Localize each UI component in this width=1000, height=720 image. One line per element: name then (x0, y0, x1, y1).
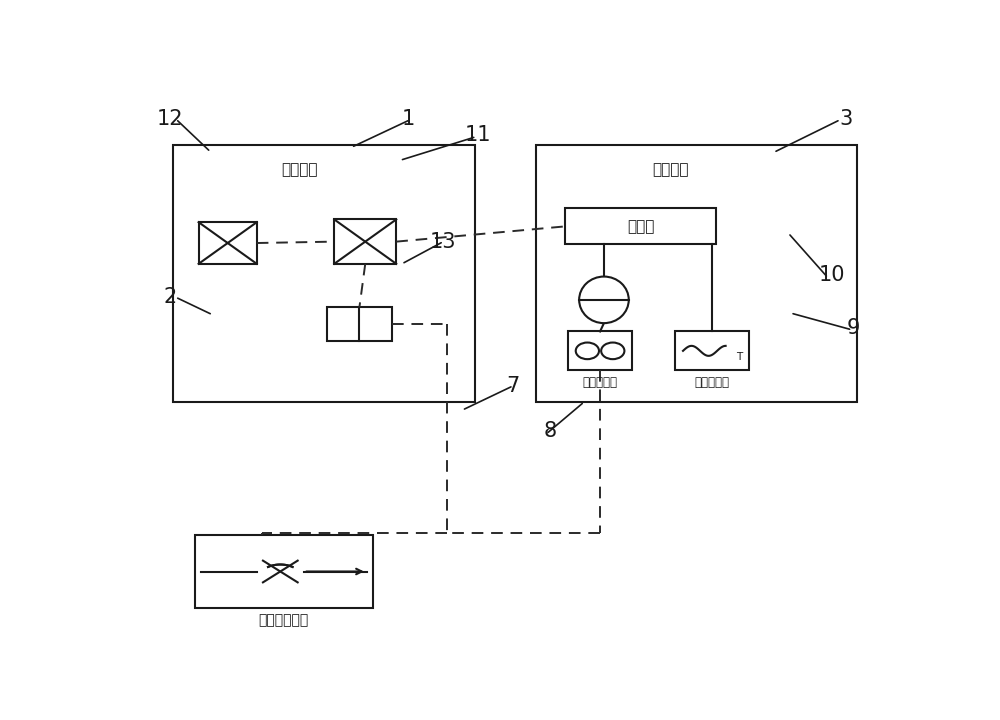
Ellipse shape (579, 276, 629, 323)
Text: 流量传感器: 流量传感器 (583, 376, 618, 389)
Circle shape (601, 343, 624, 359)
Circle shape (576, 343, 599, 359)
Text: 10: 10 (819, 265, 845, 285)
Text: 控制单元: 控制单元 (282, 162, 318, 177)
Bar (334, 220, 396, 264)
Text: 监测单元: 监测单元 (653, 162, 689, 177)
Text: 1: 1 (401, 109, 415, 129)
Bar (568, 331, 632, 370)
Text: 9: 9 (847, 318, 860, 338)
Bar (173, 145, 475, 402)
Text: 7: 7 (506, 376, 519, 396)
Text: 13: 13 (430, 232, 456, 251)
Text: 11: 11 (464, 125, 491, 145)
Text: 2: 2 (163, 287, 177, 307)
Bar (195, 536, 373, 608)
Bar (565, 208, 716, 244)
Text: 流量调节单元: 流量调节单元 (259, 613, 309, 626)
Bar (326, 307, 392, 341)
Text: T: T (736, 351, 743, 361)
Text: 温度传感器: 温度传感器 (695, 376, 730, 389)
Text: 8: 8 (543, 421, 556, 441)
Text: 采集板: 采集板 (627, 219, 654, 234)
Bar (199, 222, 257, 264)
Text: 12: 12 (157, 109, 183, 129)
Bar (536, 145, 857, 402)
Bar (675, 331, 749, 370)
Text: 3: 3 (839, 109, 852, 129)
